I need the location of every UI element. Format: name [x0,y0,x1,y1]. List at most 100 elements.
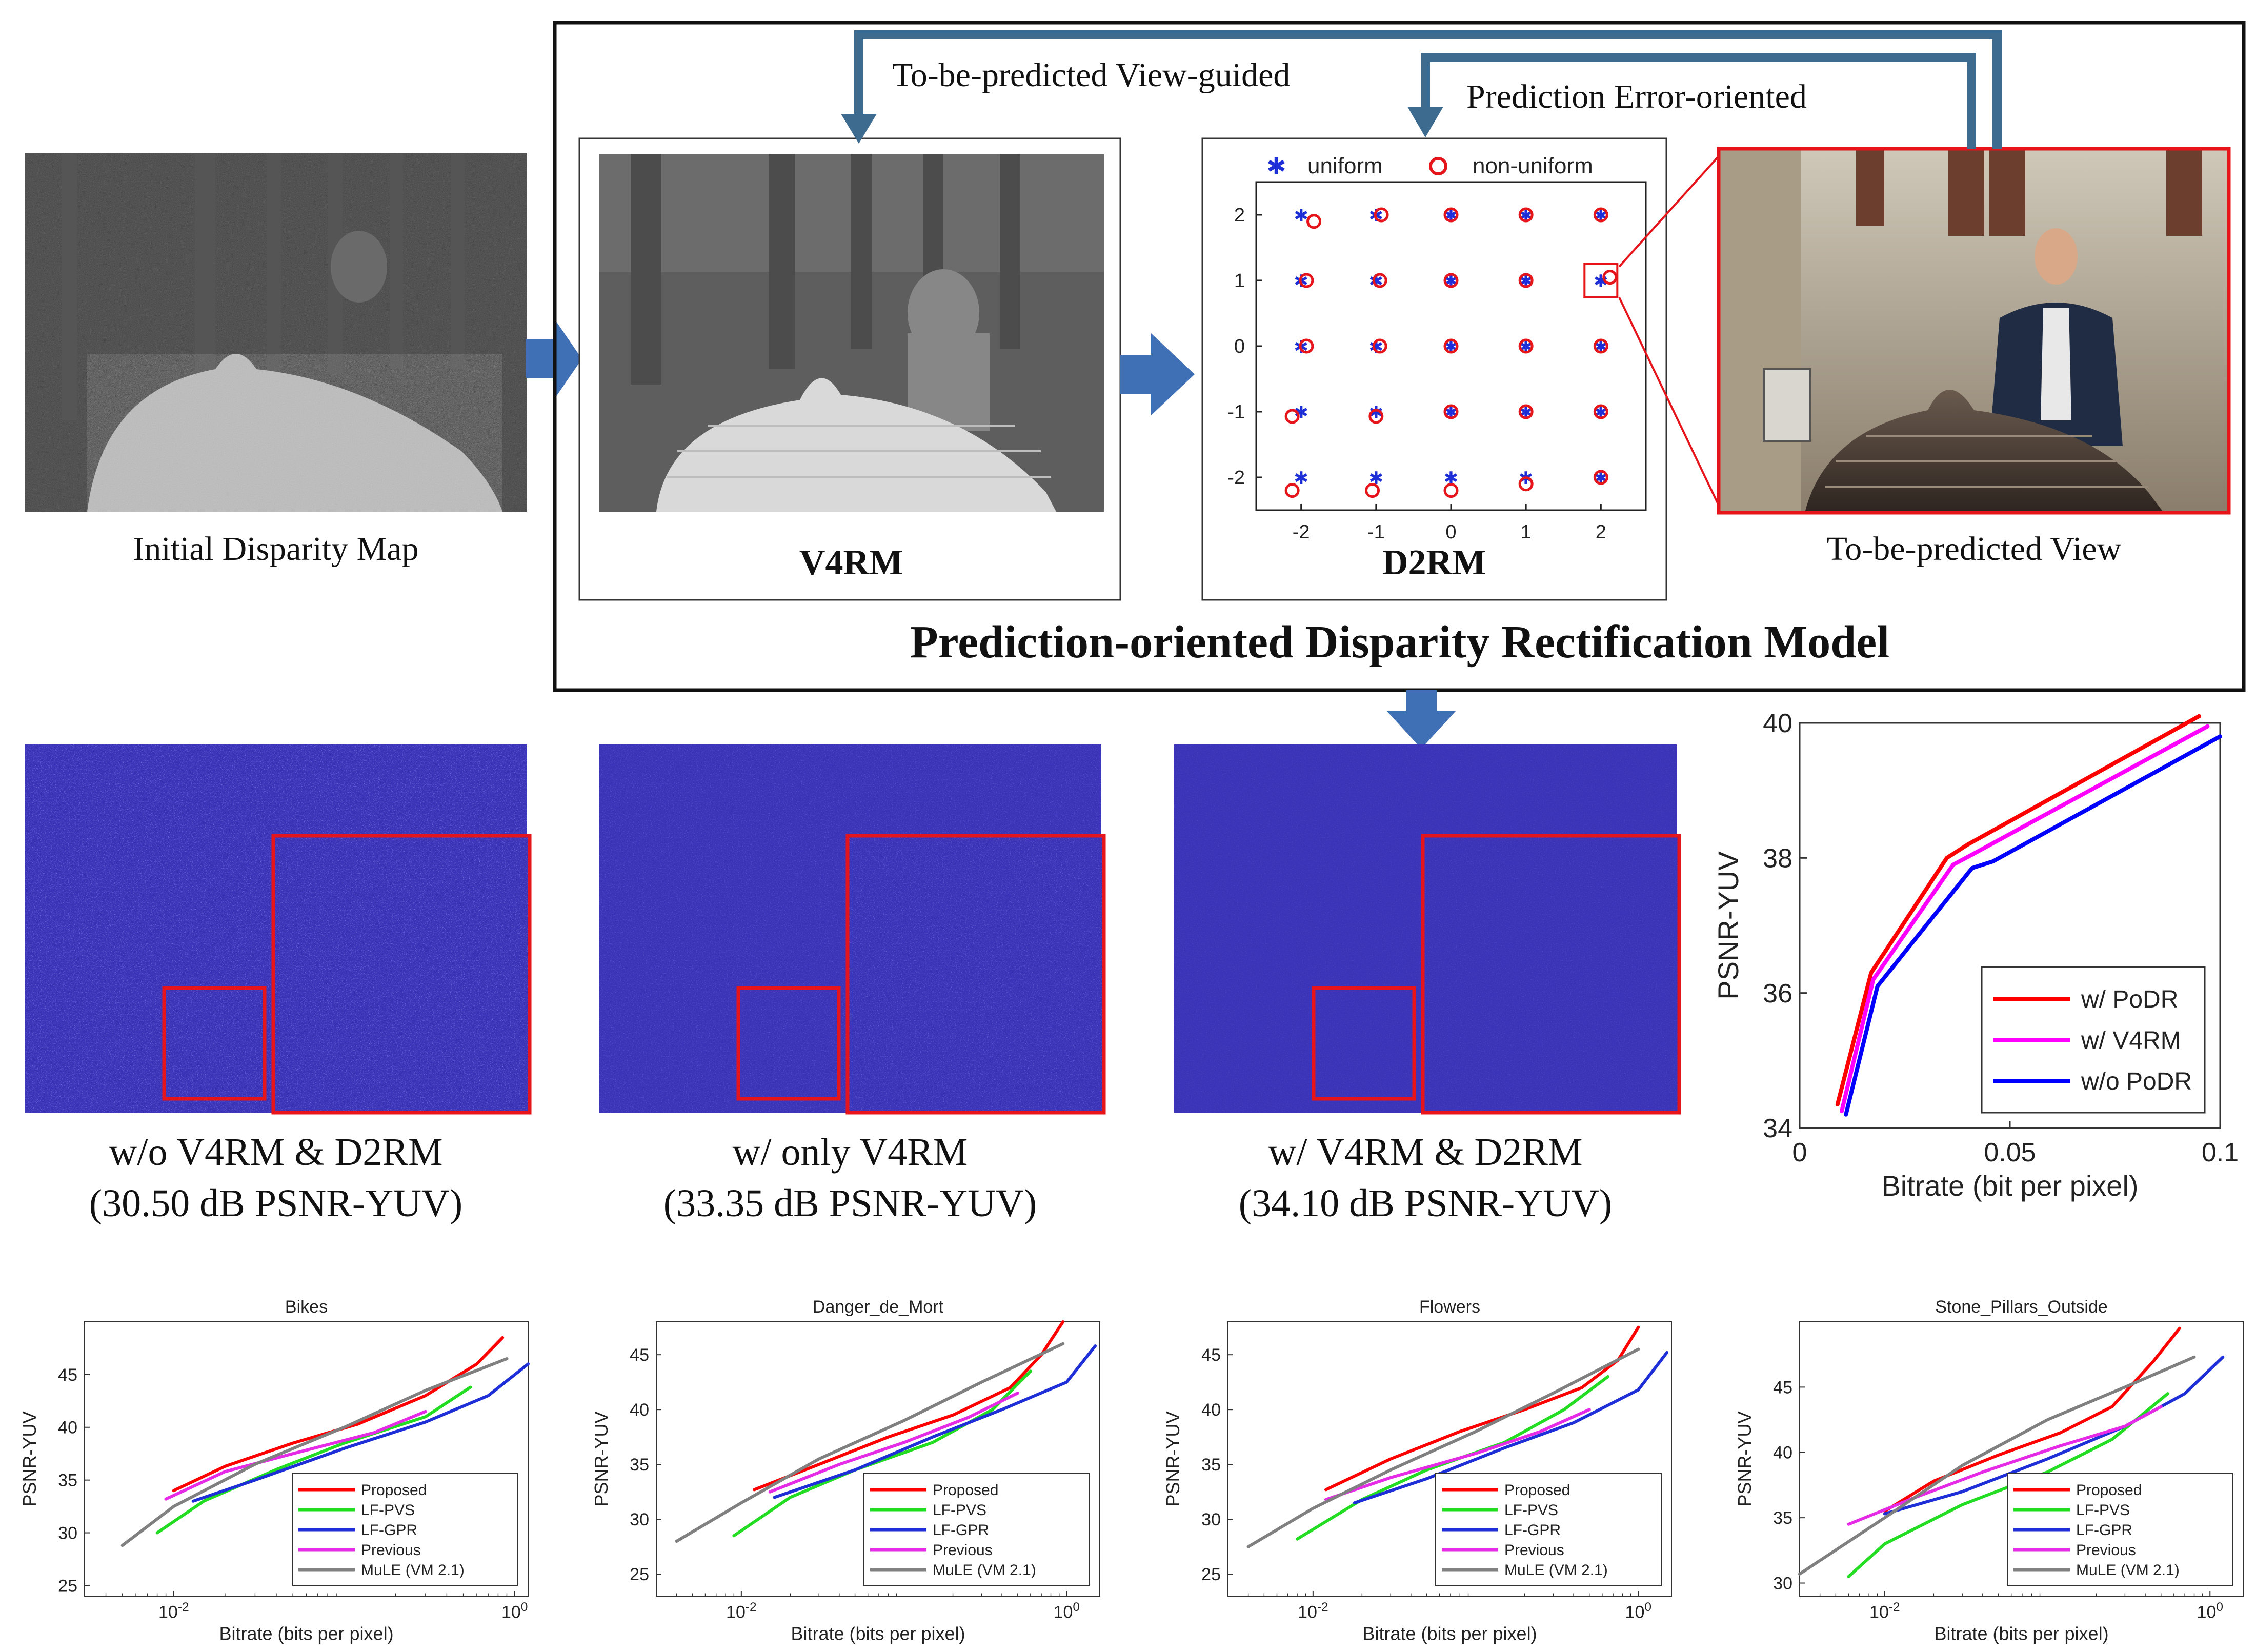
nonuniform-point [1593,338,1608,354]
model-title: Prediction-oriented Disparity Rectificat… [910,617,1889,668]
nonuniform-point [1284,409,1300,424]
y-tick-label: 40 [1201,1400,1221,1420]
initial-map-caption: Initial Disparity Map [133,530,418,568]
series-line [172,1336,505,1493]
d2rm-axis-ticks: -2 -2 -1 -1 0 0 1 1 2 2 [1227,205,1606,543]
legend-label: w/ V4RM [2081,1027,2181,1054]
series-line [768,1392,1019,1494]
x-axis-label: Bitrate (bits per pixel) [1934,1623,2108,1644]
legend: Proposed LF-PVS LF-GPR Previous MuLE (VM 2.1… [1435,1473,1662,1586]
chart-title: Flowers [1419,1297,1480,1317]
series-line [1246,1347,1640,1548]
legend-label: w/ PoDR [2081,986,2178,1013]
legend-label: Proposed [1504,1482,1570,1499]
y-tick-label: 25 [1201,1565,1221,1584]
x-tick-label: 100 [1625,1600,1651,1622]
nonuniform-point [1602,270,1618,285]
feedback-arrow-view-guided [854,30,2002,149]
podr-ablation-chart: 34 36 38 40 0 0.05 0.1 Bitrate (bit per pixel) P… [1712,709,2239,1202]
chart-title: Bikes [285,1297,328,1317]
d2rm-label: D2RM [1382,543,1486,582]
zoom-line [1618,152,1723,268]
series-line [1847,1405,2163,1526]
y-tick-label: -1 [1227,401,1245,423]
y-axis-label: PSNR-YUV [1162,1411,1183,1506]
zoom-inset-noise [273,836,530,1113]
y-tick-label: 25 [58,1576,77,1596]
x-tick-label: 100 [2197,1600,2223,1622]
error-map-caption: w/ V4RM & D2RM [1268,1131,1582,1174]
error-map-psnr: (33.35 dB PSNR-YUV) [663,1182,1037,1225]
x-tick-label: 1 [1521,521,1532,543]
legend-label: LF-GPR [933,1522,989,1539]
legend-label: w/o PoDR [2081,1068,2192,1095]
y-tick-label: 45 [1773,1378,1792,1397]
y-axis-label: PSNR-YUV [19,1411,40,1506]
series-line [120,1357,509,1547]
legend-label: MuLE (VM 2.1) [2076,1562,2180,1579]
legend-label: MuLE (VM 2.1) [361,1562,465,1579]
y-tick-label: 45 [1201,1345,1221,1365]
y-tick-label: 40 [630,1400,649,1420]
nonuniform-point [1368,409,1384,424]
legend-label: LF-PVS [933,1502,986,1519]
arrow-down-icon [841,114,877,144]
legend-label: LF-PVS [2076,1502,2130,1519]
nonuniform-marker-icon [1429,157,1447,175]
zoom-inset-noise [1423,836,1679,1113]
y-tick-label: 30 [58,1523,77,1543]
error-map-psnr: (30.50 dB PSNR-YUV) [89,1182,462,1225]
y-tick-label: 2 [1234,205,1245,226]
bikes-chart: Bikes 25 30 35 40 45 10-2 100 Bitrate (bits per … [19,1297,530,1644]
nonuniform-point [1518,476,1534,492]
nonuniform-point [1593,470,1608,485]
series-line [675,1342,1065,1543]
legend-label: MuLE (VM 2.1) [933,1562,1036,1579]
y-tick-label: 35 [1201,1455,1221,1475]
nonuniform-point [1443,273,1459,288]
chart-title: Danger_de_Mort [813,1297,944,1317]
x-tick-label: 10-2 [1298,1600,1328,1622]
x-axis-label: Bitrate (bits per pixel) [791,1623,965,1644]
chart-title: Stone_Pillars_Outside [1935,1297,2107,1317]
x-axis-label: Bitrate (bits per pixel) [219,1623,393,1644]
y-tick-label: 35 [1773,1508,1792,1528]
x-axis-label: Bitrate (bit per pixel) [1881,1170,2138,1202]
series-line [1844,734,2222,1117]
series-line [191,1362,530,1503]
x-tick-label: 2 [1596,521,1606,543]
y-tick-label: 35 [630,1455,649,1475]
series-line [773,1344,1097,1499]
uniform-marker-icon: ✱ [1266,153,1286,179]
series-line [1883,1355,2225,1516]
y-tick-label: 34 [1763,1114,1792,1143]
x-tick-label: 0.05 [1984,1138,2036,1167]
y-tick-label: 30 [1773,1574,1792,1593]
flowers-chart: Flowers 25 30 35 40 45 10-2 100 Bitrate (bits pe… [1162,1297,1672,1644]
arrow-down-icon [1386,690,1456,749]
nonuniform-point [1443,207,1459,223]
x-tick-label: 0.1 [2202,1138,2239,1167]
nonuniform-point [1518,273,1534,288]
d2rm-scatter: ✱ ✱ ✱ ✱ ✱✱ ✱ ✱ ✱ ✱✱ ✱ ✱ ✱ ✱✱ ✱ ✱ ✱ ✱✱ ✱ ✱ ✱ ✱ [1284,206,1619,498]
danger-de-mort-chart: Danger_de_Mort 25 30 35 40 45 10-2 100 Bitrate (… [591,1297,1100,1644]
feedback-arrow-error-oriented [1421,53,1976,149]
legend: Proposed LF-PVS LF-GPR Previous MuLE (VM 2.1… [2007,1473,2233,1586]
series-line [164,1409,427,1501]
series-line [1835,714,2201,1106]
series-line [1840,724,2210,1114]
y-tick-label: 1 [1234,270,1245,292]
series-line [1847,1392,2169,1578]
legend-nonuniform: non-uniform [1473,153,1593,178]
model-frame [553,21,2246,692]
x-tick-label: 10-2 [158,1600,189,1622]
series-line [1324,1408,1591,1501]
view-caption: To-be-predicted View [1827,530,2122,568]
nonuniform-point [1443,338,1459,354]
small-zoom-box [162,986,267,1101]
nonuniform-point [1593,404,1608,419]
series-line [1883,1326,2181,1513]
series-line [155,1385,472,1535]
arrow-right-icon [1120,333,1195,415]
legend-label: LF-GPR [1504,1522,1561,1539]
